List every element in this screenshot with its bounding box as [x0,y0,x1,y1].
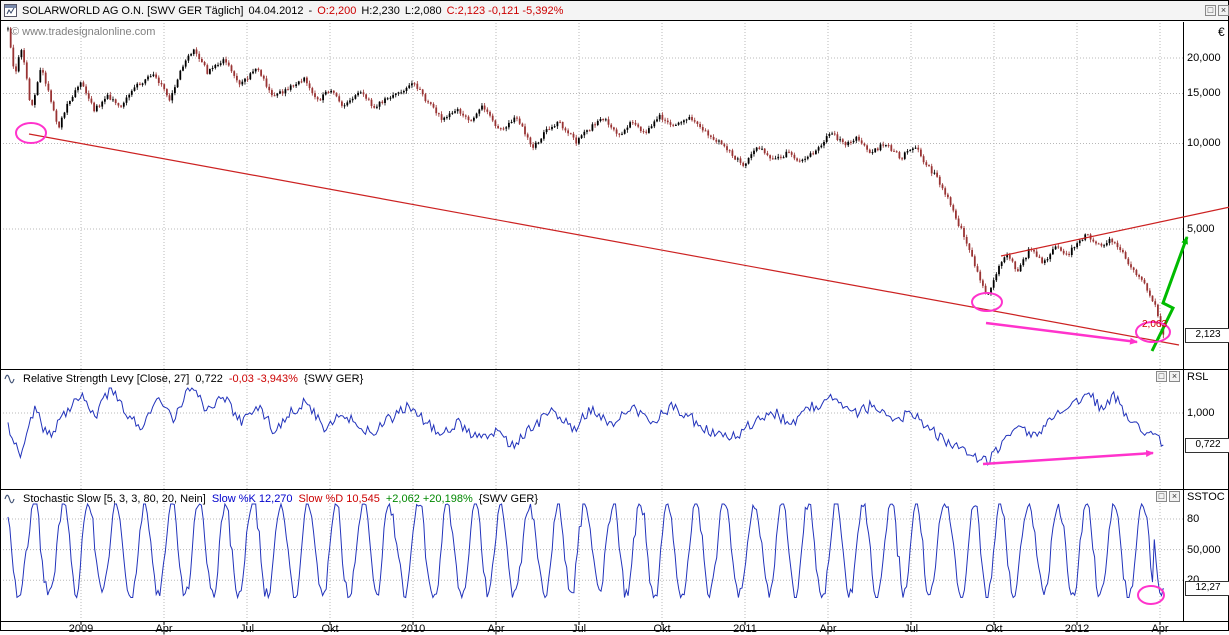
rsl-series [7,387,1164,466]
annotations[interactable]: 2,063 [15,122,1229,605]
rsl-change: -0,03 -3,943% [228,372,298,385]
time-axis-label: Apr [1151,623,1169,635]
stoch-symbol: {SWV GER} [478,492,539,505]
price-tag: 2,123 [1185,328,1229,343]
rsl-symbol: {SWV GER} [303,372,364,385]
stoch-close-button[interactable]: × [1169,491,1180,502]
time-axis-label: Okt [653,623,671,635]
time-axis-label: Apr [155,623,173,635]
time-axis-label: Jul [571,623,587,635]
time-axis-label: 2009 [68,623,94,635]
rsl-value: 0,722 [195,372,223,385]
price-axis-tick: 5,000 [1187,222,1215,235]
highlight-ellipse[interactable] [15,122,47,144]
highlight-ellipse[interactable] [1135,321,1171,343]
time-axis-label: Apr [487,623,505,635]
rsl-close-button[interactable]: × [1169,371,1180,382]
rsl-maximize-button[interactable]: □ [1156,371,1167,382]
magenta-arrow[interactable] [982,449,1154,466]
stoch-axis-tick: 80 [1187,513,1200,525]
trendline[interactable] [1000,206,1229,257]
magenta-arrow[interactable] [985,321,1138,345]
chart-window-icon [4,4,17,17]
stoch-title: Stochastic Slow [5, 3, 3, 80, 20, Nein] [23,492,206,505]
price-axis-tick: 20,000 [1187,52,1221,64]
green-up-arrow[interactable] [1150,236,1189,352]
quote-high: H:2,230 [361,4,400,17]
highlight-ellipse[interactable] [971,292,1003,312]
quote-date: 04.04.2012 [248,4,304,17]
price-axis-tick: 15,000 [1187,87,1221,100]
time-axis-label: 2012 [1064,623,1090,635]
price-series [7,26,1165,339]
stoch-slow-k: Slow %K 12,270 [211,492,293,505]
quote-open: O:2,200 [317,4,357,17]
panel-frame [1,22,1229,625]
highlight-ellipse[interactable] [1137,585,1165,605]
separator: - [308,4,313,17]
rsl-title: Relative Strength Levy [Close, 27] [23,372,190,385]
instrument-title: SOLARWORLD AG O.N. [SWV GER Täglich] [22,4,244,17]
indicator-wave-icon [4,373,17,384]
time-axis-label: 2010 [400,623,426,635]
stoch-slow-d: Slow %D 10,545 [298,492,380,505]
quote-close: C:2,123 -0,121 -5,392% [446,4,564,17]
rsl-axis-title: RSL [1187,371,1209,383]
indicator-wave-icon [4,493,17,504]
stoch-axis-tick: 50,000 [1187,543,1221,556]
maximize-button[interactable]: □ [1205,5,1216,16]
time-axis-label: Apr [819,623,837,635]
quote-low: L:2,080 [404,4,442,17]
watermark: © www.tradesignalonline.com [11,26,156,38]
time-axis-label: Jul [239,623,255,635]
stoch-change: +2,062 +20,198% [385,492,473,505]
time-axis-label: Okt [985,623,1003,635]
time-axis-label: Jul [903,623,919,635]
main-header: SOLARWORLD AG O.N. [SWV GER Täglich] 04.… [1,1,1228,21]
time-axis-label: Okt [321,623,339,635]
gridlines [3,23,1183,620]
close-button[interactable]: × [1218,5,1229,16]
rsl-axis-tick: 1,000 [1187,407,1215,419]
stoch-maximize-button[interactable]: □ [1156,491,1167,502]
stoch-tag: 12,27 [1185,581,1229,596]
stoch-series [7,502,1164,600]
price-axis-tick: 10,000 [1187,137,1221,150]
stoch-header: Stochastic Slow [5, 3, 3, 80, 20, Nein] … [4,491,538,506]
rsl-header: Relative Strength Levy [Close, 27] 0,722… [4,371,363,386]
price-axis-currency: € [1218,25,1225,39]
stoch-axis-title: SSTOC [1187,491,1225,503]
rsl-tag: 0,722 [1185,438,1229,453]
time-axis-label: 2011 [733,623,757,635]
low-price-label: 2,063 [1142,319,1167,330]
trendline[interactable] [28,133,1180,346]
